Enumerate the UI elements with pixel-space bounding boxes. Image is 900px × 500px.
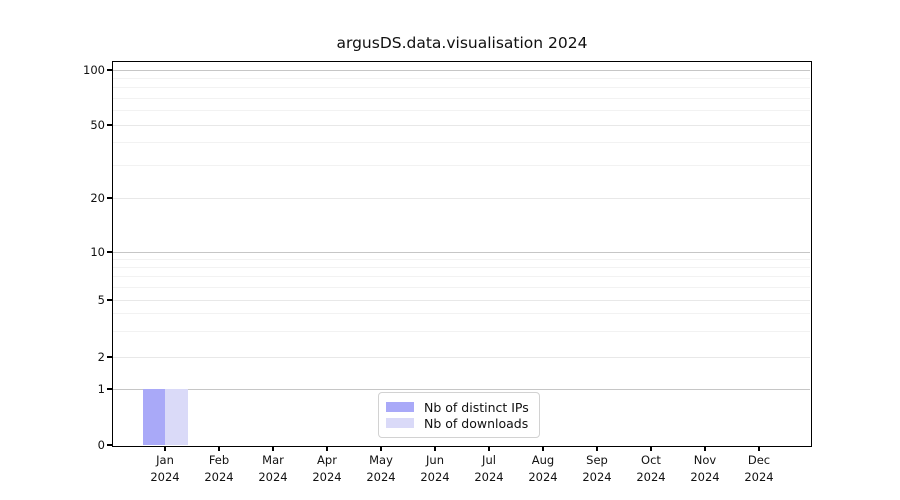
y-tick-label: 1	[97, 381, 105, 396]
x-tick-mark	[542, 447, 544, 451]
minor-gridline	[113, 313, 810, 315]
x-tick-label-line: 2024	[366, 469, 396, 484]
x-tick-label: May 2024	[351, 452, 411, 485]
x-tick-label-line: May	[369, 453, 393, 467]
x-tick-label-line: Mar	[262, 453, 284, 467]
x-tick-label-line: Jul	[482, 453, 496, 467]
x-tick-label: Jul 2024	[459, 452, 519, 485]
x-tick-label-line: Jun	[426, 453, 444, 467]
x-tick-label-line: Sep	[586, 453, 608, 467]
y-tick-label: 0	[97, 437, 105, 452]
minor-gridline	[113, 286, 810, 288]
minor-gridline	[113, 258, 810, 260]
x-tick-label: Mar 2024	[243, 452, 303, 485]
x-tick-label: Dec 2024	[729, 452, 789, 485]
legend-swatch	[386, 418, 414, 428]
bar-nb-of-downloads	[165, 389, 188, 445]
y-tick-mark	[107, 356, 112, 358]
minor-gridline	[113, 97, 810, 99]
minor-gridline	[113, 87, 810, 89]
y-tick-label: 5	[97, 292, 105, 307]
plot-area	[113, 62, 810, 445]
minor-gridline	[113, 266, 810, 268]
x-tick-label-line: 2024	[636, 469, 666, 484]
x-tick-label-line: Nov	[693, 453, 717, 467]
x-tick-label-line: Jan	[156, 453, 174, 467]
legend-label: Nb of distinct IPs	[424, 399, 529, 415]
x-tick-label-line: 2024	[420, 469, 450, 484]
x-tick-mark	[272, 447, 274, 451]
x-tick-mark	[218, 447, 220, 451]
x-tick-label-line: 2024	[474, 469, 504, 484]
minor-gridline	[113, 110, 810, 112]
y-tick-mark	[107, 299, 112, 301]
y-tick-label: 50	[90, 117, 105, 132]
bar-nb-of-distinct-ips	[142, 389, 165, 445]
major-gridline	[113, 388, 810, 390]
major-gridline	[113, 299, 810, 301]
x-tick-mark	[434, 447, 436, 451]
x-tick-mark	[596, 447, 598, 451]
y-tick-label: 100	[83, 62, 105, 77]
x-tick-mark	[164, 447, 166, 451]
major-gridline	[113, 124, 810, 126]
x-tick-label-line: 2024	[744, 469, 774, 484]
x-tick-mark	[326, 447, 328, 451]
x-tick-label: Feb 2024	[189, 452, 249, 485]
x-tick-label-line: 2024	[528, 469, 558, 484]
y-tick-mark	[107, 69, 112, 71]
x-tick-mark	[704, 447, 706, 451]
minor-gridline	[113, 77, 810, 79]
major-gridline	[113, 356, 810, 358]
legend: Nb of distinct IPs Nb of downloads	[378, 392, 540, 438]
minor-gridline	[113, 142, 810, 144]
x-tick-label: Jan 2024	[135, 452, 195, 485]
major-gridline	[113, 69, 810, 71]
y-tick-mark	[107, 124, 112, 126]
y-tick-label: 10	[90, 244, 105, 259]
x-tick-label-line: Apr	[317, 453, 337, 467]
legend-row: Nb of distinct IPs	[386, 399, 529, 415]
x-tick-mark	[380, 447, 382, 451]
chart-title: argusDS.data.visualisation 2024	[336, 34, 588, 52]
x-tick-label: Nov 2024	[675, 452, 735, 485]
x-tick-label: Oct 2024	[621, 452, 681, 485]
x-tick-label-line: 2024	[258, 469, 288, 484]
minor-gridline	[113, 331, 810, 333]
x-tick-label-line: 2024	[150, 469, 180, 484]
x-tick-label-line: 2024	[204, 469, 234, 484]
legend-swatch	[386, 402, 414, 412]
x-tick-label-line: 2024	[582, 469, 612, 484]
x-tick-label-line: Oct	[641, 453, 661, 467]
x-tick-label-line: 2024	[690, 469, 720, 484]
legend-row: Nb of downloads	[386, 415, 529, 431]
axes-frame	[112, 61, 812, 447]
x-tick-label: Sep 2024	[567, 452, 627, 485]
x-tick-mark	[758, 447, 760, 451]
x-tick-label-line: 2024	[312, 469, 342, 484]
y-tick-mark	[107, 388, 112, 390]
y-tick-mark	[107, 444, 112, 446]
x-tick-label-line: Feb	[208, 453, 230, 467]
x-tick-label: Jun 2024	[405, 452, 465, 485]
x-tick-mark	[650, 447, 652, 451]
x-tick-label-line: Dec	[747, 453, 771, 467]
y-tick-label: 20	[90, 190, 105, 205]
x-tick-label: Apr 2024	[297, 452, 357, 485]
y-tick-label: 2	[97, 349, 105, 364]
major-gridline	[113, 251, 810, 253]
y-tick-mark	[107, 197, 112, 199]
minor-gridline	[113, 276, 810, 278]
minor-gridline	[113, 165, 810, 167]
legend-label: Nb of downloads	[424, 415, 529, 431]
x-tick-label: Aug 2024	[513, 452, 573, 485]
major-gridline	[113, 197, 810, 199]
y-tick-mark	[107, 251, 112, 253]
x-tick-label-line: Aug	[531, 453, 555, 467]
x-tick-mark	[488, 447, 490, 451]
